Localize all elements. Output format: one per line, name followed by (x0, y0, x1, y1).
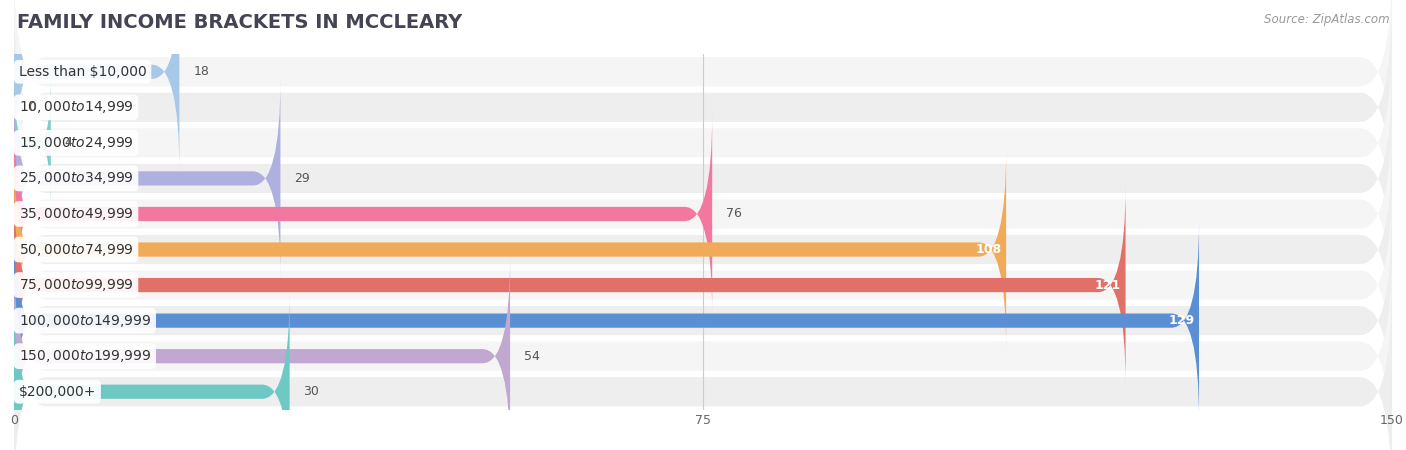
FancyBboxPatch shape (14, 185, 1126, 385)
Text: $200,000+: $200,000+ (18, 385, 96, 399)
Text: $50,000 to $74,999: $50,000 to $74,999 (18, 242, 134, 257)
FancyBboxPatch shape (14, 0, 1392, 182)
FancyBboxPatch shape (14, 0, 180, 171)
Text: 0: 0 (28, 101, 35, 114)
Text: $100,000 to $149,999: $100,000 to $149,999 (18, 313, 150, 328)
FancyBboxPatch shape (14, 150, 1007, 349)
Text: 129: 129 (1168, 314, 1195, 327)
Text: Less than $10,000: Less than $10,000 (18, 65, 146, 79)
Text: 121: 121 (1095, 279, 1121, 292)
Text: 29: 29 (294, 172, 309, 185)
FancyBboxPatch shape (14, 0, 1392, 217)
Text: Source: ZipAtlas.com: Source: ZipAtlas.com (1264, 14, 1389, 27)
FancyBboxPatch shape (14, 221, 1199, 420)
Text: $10,000 to $14,999: $10,000 to $14,999 (18, 99, 134, 115)
Text: $75,000 to $99,999: $75,000 to $99,999 (18, 277, 134, 293)
Text: 76: 76 (725, 207, 742, 220)
FancyBboxPatch shape (14, 211, 1392, 431)
FancyBboxPatch shape (14, 68, 1392, 288)
Text: 4: 4 (65, 136, 73, 149)
Text: FAMILY INCOME BRACKETS IN MCCLEARY: FAMILY INCOME BRACKETS IN MCCLEARY (17, 14, 463, 32)
Text: 18: 18 (193, 65, 209, 78)
Text: $25,000 to $34,999: $25,000 to $34,999 (18, 171, 134, 186)
Text: $35,000 to $49,999: $35,000 to $49,999 (18, 206, 134, 222)
Text: $150,000 to $199,999: $150,000 to $199,999 (18, 348, 150, 364)
FancyBboxPatch shape (14, 282, 1392, 450)
Text: $15,000 to $24,999: $15,000 to $24,999 (18, 135, 134, 151)
FancyBboxPatch shape (14, 33, 1392, 253)
FancyBboxPatch shape (14, 246, 1392, 450)
Text: 54: 54 (524, 350, 540, 363)
Text: 30: 30 (304, 385, 319, 398)
FancyBboxPatch shape (14, 79, 280, 278)
FancyBboxPatch shape (14, 104, 1392, 324)
FancyBboxPatch shape (14, 140, 1392, 360)
FancyBboxPatch shape (14, 114, 713, 314)
FancyBboxPatch shape (14, 256, 510, 450)
Text: 108: 108 (976, 243, 1001, 256)
FancyBboxPatch shape (14, 79, 51, 207)
FancyBboxPatch shape (14, 175, 1392, 395)
FancyBboxPatch shape (14, 292, 290, 450)
